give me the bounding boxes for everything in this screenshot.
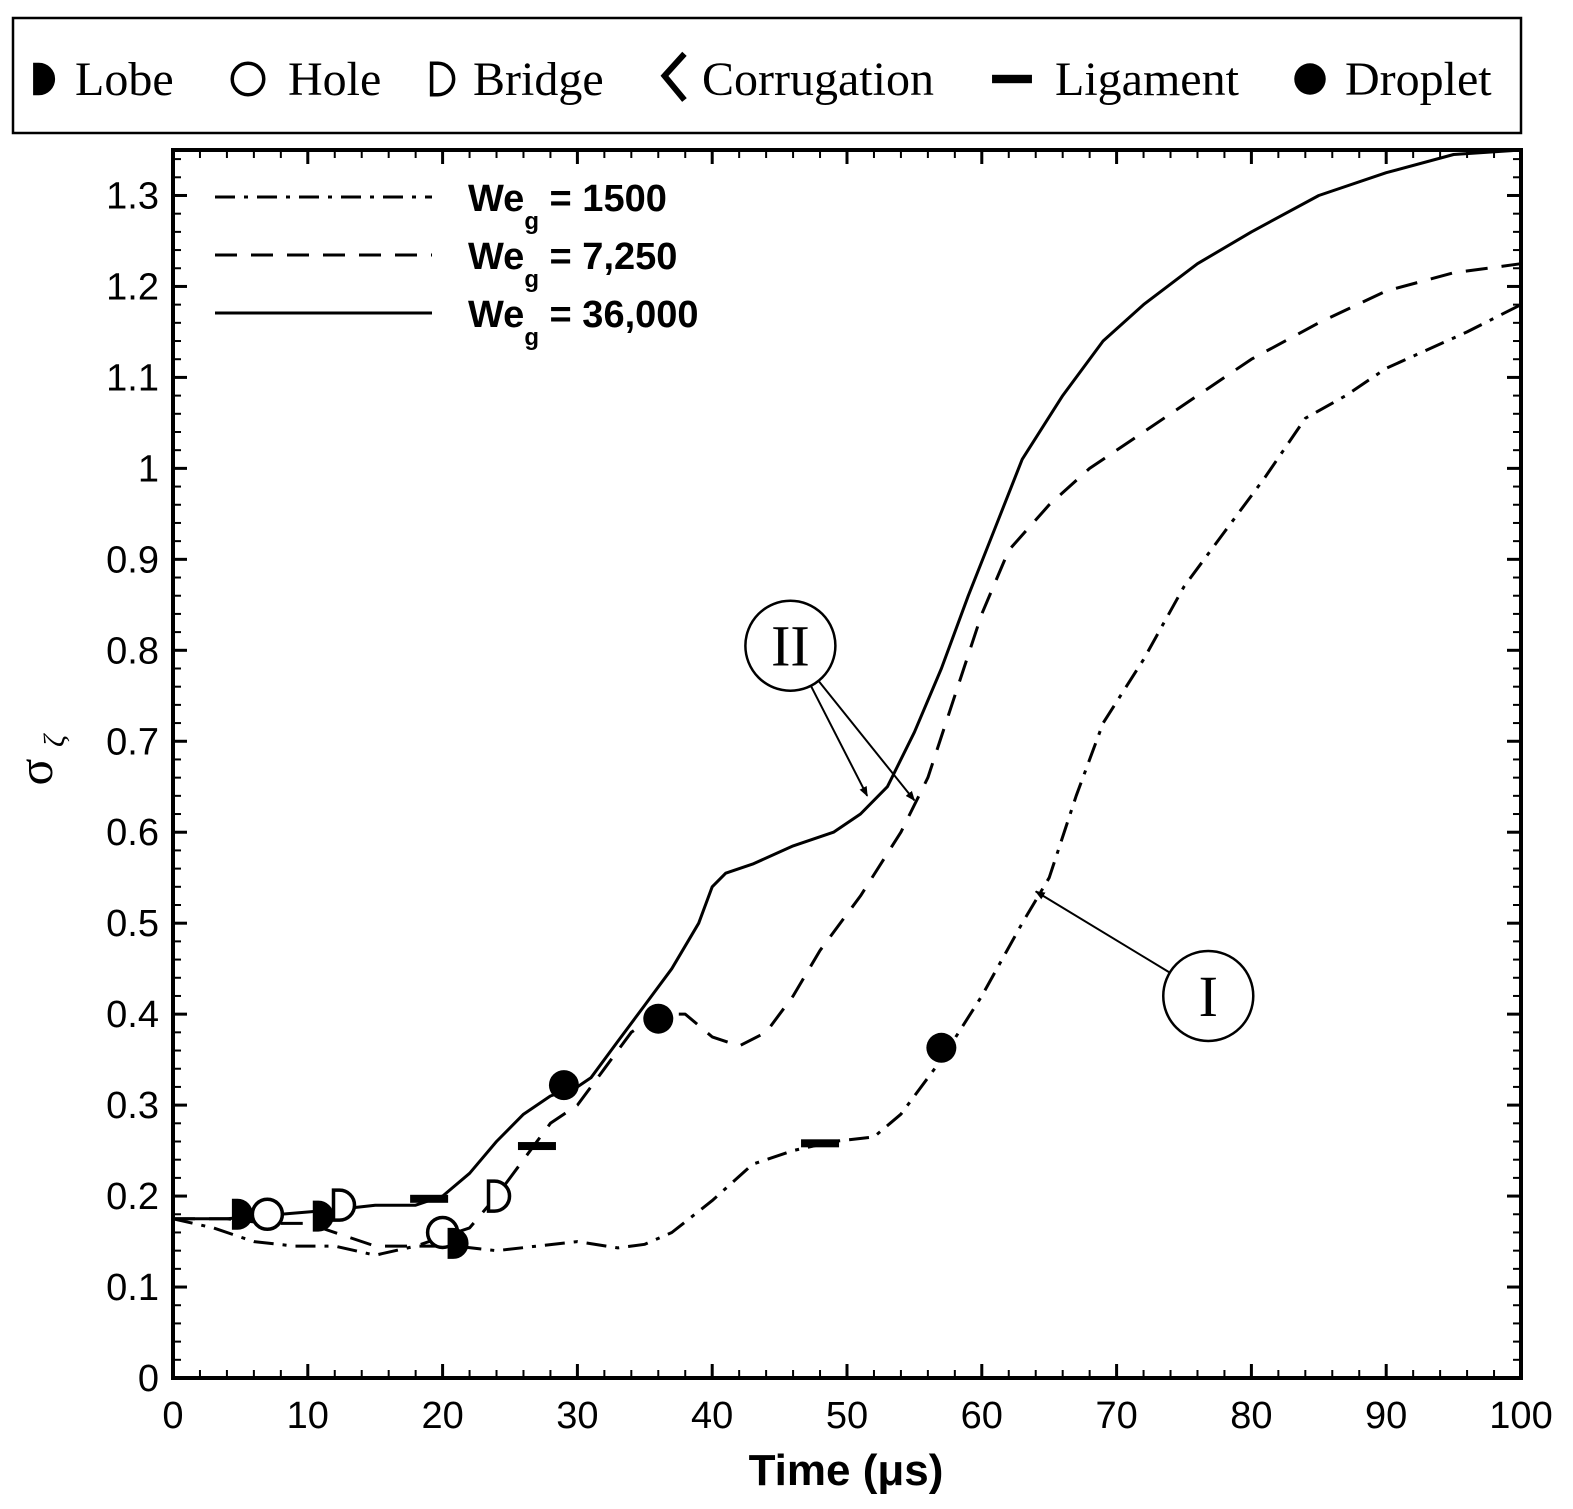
y-tick-label: 0.1 [106, 1267, 159, 1309]
droplet-marker [643, 1003, 674, 1034]
lobe-marker [447, 1227, 469, 1259]
morphology-label-bridge: Bridge [473, 53, 604, 106]
morphology-label-ligament: Ligament [1055, 53, 1240, 106]
y-axis-label-main: σ [7, 758, 63, 785]
annotation-arrow [817, 680, 916, 802]
lobe-marker [312, 1200, 334, 1232]
annotation-label: I [1199, 964, 1218, 1029]
droplet-marker [548, 1070, 579, 1101]
y-tick-label: 0.7 [106, 721, 159, 763]
morphology-label-corrugation: Corrugation [702, 53, 934, 106]
y-tick-label: 0.6 [106, 812, 159, 854]
droplet-marker [926, 1032, 957, 1063]
bridge-marker [331, 1188, 357, 1222]
series-layer [172, 148, 1522, 1257]
y-tick-label: 1.1 [106, 357, 159, 399]
y-tick-label: 0.4 [106, 994, 159, 1036]
axis-tick-labels: 0 10 20 30 40 50 60 70 80 90 100 0 0.1 0.2 0.3 0.4 0.5 0.… [106, 175, 1553, 1437]
x-tick-label: 50 [826, 1395, 868, 1437]
droplet-marker [1294, 63, 1326, 95]
annotation-II: II [744, 599, 916, 802]
x-tick-label: 60 [961, 1395, 1003, 1437]
annotation-layer: III [744, 599, 1255, 1043]
x-tick-label: 90 [1365, 1395, 1407, 1437]
legend-subscript: g [524, 266, 539, 293]
legend-entry-solid: Weg = 36,000 [468, 294, 699, 351]
x-tick-label: 100 [1489, 1395, 1552, 1437]
annotation-circle [744, 599, 837, 692]
x-tick-label: 30 [556, 1395, 598, 1437]
morphology-label-lobe: Lobe [75, 53, 174, 106]
ligament-marker [517, 1142, 556, 1151]
morphology-label-hole: Hole [288, 53, 381, 106]
y-tick-label: 1 [138, 448, 159, 490]
legend-value: = 7,250 [539, 236, 677, 278]
x-tick-label: 40 [691, 1395, 733, 1437]
legend-value: = 36,000 [539, 294, 699, 336]
y-tick-label: 0 [138, 1358, 159, 1400]
y-tick-label: 1.3 [106, 175, 159, 217]
x-tick-label: 80 [1230, 1395, 1272, 1437]
annotation-I: I [1034, 890, 1255, 1043]
legend-subscript: g [524, 324, 539, 351]
y-tick-label: 1.2 [106, 266, 159, 308]
y-axis-label-subscript: ζ [38, 733, 71, 747]
lobe-marker [231, 1198, 253, 1230]
legend-value: = 1500 [539, 178, 667, 220]
y-tick-label: 0.9 [106, 539, 159, 581]
y-tick-label: 0.5 [106, 903, 159, 945]
legend-subscript: g [524, 208, 539, 235]
annotation-arrow [810, 685, 869, 797]
legend-main: We [468, 236, 524, 278]
series-line-dashdot [172, 303, 1522, 1257]
x-tick-label: 20 [421, 1395, 463, 1437]
ligament-marker [992, 74, 1032, 84]
y-tick-label: 0.8 [106, 630, 159, 672]
legend-main: We [468, 294, 524, 336]
morphology-label-droplet: Droplet [1345, 53, 1492, 106]
marker-layer [231, 1003, 957, 1259]
y-axis-label: σ ζ [7, 733, 71, 785]
x-tick-label: 70 [1095, 1395, 1137, 1437]
y-tick-label: 0.2 [106, 1176, 159, 1218]
morphology-legend: Lobe Hole Bridge Corrugation Ligament Droplet [33, 51, 1492, 106]
legend-main: We [468, 178, 524, 220]
x-axis-label: Time (μs) [749, 1446, 944, 1495]
x-tick-label: 10 [287, 1395, 329, 1437]
y-tick-label: 0.3 [106, 1085, 159, 1127]
ligament-marker [801, 1139, 840, 1148]
lobe-marker [33, 62, 56, 96]
x-tick-label: 0 [162, 1395, 183, 1437]
corrugation-marker [660, 51, 687, 102]
annotation-label: II [771, 614, 810, 679]
ligament-marker [410, 1194, 449, 1203]
hole-marker [250, 1197, 285, 1232]
legend-entry-dashdot: Weg = 1500 [468, 178, 667, 235]
bridge-marker [429, 61, 456, 97]
hole-marker [230, 61, 266, 97]
annotation-circle [1162, 949, 1255, 1043]
annotation-arrow [1034, 890, 1171, 974]
axis-ticks [171, 150, 1523, 1380]
legend-entry-dashed: Weg = 7,250 [468, 236, 677, 293]
bridge-marker [486, 1179, 512, 1213]
plot-frame [171, 148, 1523, 1380]
series-line-solid [173, 148, 1522, 1221]
